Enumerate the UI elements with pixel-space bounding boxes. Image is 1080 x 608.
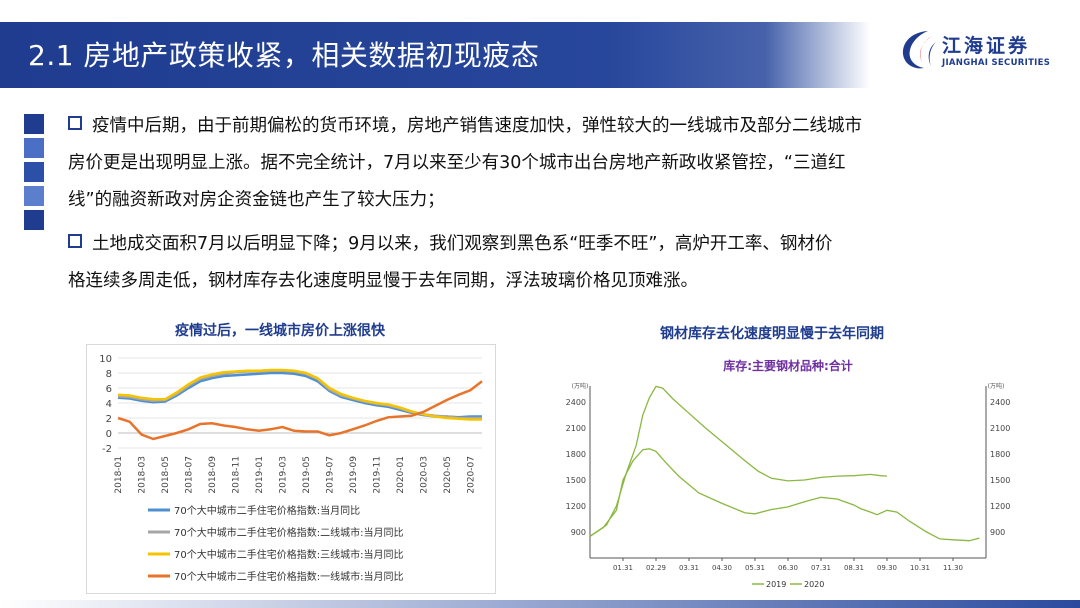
- chart-1-legend-label: 70个大中城市二手住宅价格指数:二线城市:当月同比: [174, 526, 403, 539]
- chart-1-xtick-label: 2018-01: [114, 456, 124, 494]
- chart-2-ytick-left: 2100: [566, 424, 586, 433]
- bullet-1-line-1: 疫情中后期，由于前期偏松的货币环境，房地产销售速度加快，弹性较大的一线城市及部分…: [92, 116, 862, 136]
- logo-name: 江海证券: [942, 35, 1031, 57]
- chart-2-ytick-right: 1500: [990, 476, 1010, 485]
- chart-2-xtick-label: 02.29: [646, 564, 666, 572]
- chart-1-xtick-label: 2019-11: [372, 456, 382, 494]
- chart-2-xtick-label: 01.31: [613, 564, 633, 572]
- chart-1-legend-label: 70个大中城市二手住宅价格指数:三线城市:当月同比: [174, 548, 403, 561]
- square-icon: [24, 210, 44, 230]
- chart-1-xtick-label: 2020-05: [443, 456, 453, 494]
- chart-1-xtick-label: 2018-07: [184, 456, 194, 494]
- chart-2-xtick-label: 06.30: [778, 564, 798, 572]
- chart-1-ytick-label: -2: [102, 444, 112, 455]
- chart-1-ytick-label: 0: [106, 429, 112, 440]
- bullet-1-line-2: 房价更是出现明显上涨。据不完全统计，7月以来至少有30个城市出台房地产新政收紧管…: [68, 153, 846, 173]
- chart-2-title: 钢材库存去化速度明显慢于去年同期: [660, 326, 884, 342]
- chart-2-xtick-label: 07.31: [811, 564, 831, 572]
- chart-2-xtick-label: 09.30: [877, 564, 897, 572]
- square-icon: [24, 186, 44, 206]
- chart-1-xtick-label: 2020-03: [419, 456, 429, 494]
- chart-1-xtick-label: 2019-05: [302, 456, 312, 494]
- chart-2-ytick-right: 2400: [990, 398, 1010, 407]
- chart-1-xtick-label: 2020-01: [396, 456, 406, 494]
- chart-2-ytick-right: 1800: [990, 450, 1010, 459]
- chart-1-xtick-label: 2019-07: [325, 456, 335, 494]
- chart-2-series-line: [589, 448, 980, 542]
- chart-1-xtick-label: 2018-09: [208, 456, 218, 494]
- bullet-square-icon: [68, 234, 82, 248]
- chart-2-xtick-label: 11.30: [943, 564, 963, 572]
- chart-1-xtick-label: 2020-07: [466, 456, 476, 494]
- chart-1-frame: [86, 344, 496, 594]
- chart-1-xtick-label: 2019-01: [255, 456, 265, 494]
- chart-2-xtick-label: 10.31: [910, 564, 930, 572]
- bullet-paragraph-2: 土地成交面积7月以后明显下降；9月以来，我们观察到黑色系“旺季不旺”，高炉开工率…: [68, 226, 1018, 300]
- chart-1-xtick-label: 2019-09: [349, 456, 359, 494]
- square-icon: [24, 114, 44, 134]
- square-icon: [24, 138, 44, 158]
- bullet-2-line-1: 土地成交面积7月以后明显下降；9月以来，我们观察到黑色系“旺季不旺”，高炉开工率…: [92, 234, 833, 254]
- title-bar: [0, 22, 870, 88]
- chart-2-subtitle: 库存:主要钢材品种:合计: [723, 358, 853, 373]
- chart-steel-inventory: 库存:主要钢材品种:合计 (万吨) (万吨) 900 900 1200 1200 1500 15…: [566, 358, 1011, 589]
- chart-1-ytick-label: 10: [99, 354, 112, 365]
- bullet-square-icon: [68, 116, 82, 130]
- chart-1-xtick-label: 2018-03: [137, 456, 147, 494]
- chart-2-ytick-left: 1200: [566, 502, 586, 511]
- chart-housing-price: -2 0 2 4 6 8 10 2018-01 2018-03 2018-05 2018-07 201…: [86, 344, 496, 594]
- chart-2-xtick-label: 08.31: [844, 564, 864, 572]
- chart-2-ytick-left: 900: [571, 528, 586, 537]
- chart-1-ytick-label: 6: [106, 384, 112, 395]
- chart-2-ytick-right: 2100: [990, 424, 1010, 433]
- chart-2-ytick-left: 2400: [566, 398, 586, 407]
- logo-subtitle: JIANGHAI SECURITIES: [942, 58, 1051, 68]
- chart-1-xtick-label: 2018-05: [161, 456, 171, 494]
- chart-1-ytick-label: 2: [106, 414, 112, 425]
- chart-1-series-line: [117, 380, 483, 441]
- bottom-bar: [0, 600, 1080, 608]
- chart-2-y-unit-right: (万吨): [988, 382, 1005, 390]
- chart-1-xtick-label: 2018-11: [231, 456, 241, 494]
- decorative-squares: [24, 114, 44, 234]
- bullet-paragraph-1: 疫情中后期，由于前期偏松的货币环境，房地产销售速度加快，弹性较大的一线城市及部分…: [68, 108, 1018, 219]
- chart-1-ytick-label: 4: [106, 399, 112, 410]
- chart-2-xtick-label: 05.31: [745, 564, 765, 572]
- chart-1-xtick-label: 2019-03: [278, 456, 288, 494]
- logo-mark-icon: [902, 31, 936, 69]
- chart-2-ytick-left: 1800: [566, 450, 586, 459]
- company-logo: 江海证券 JIANGHAI SECURITIES: [898, 28, 1058, 74]
- chart-2-legend-label: 2019: [766, 580, 786, 589]
- chart-2-xtick-label: 04.30: [712, 564, 732, 572]
- chart-2-ytick-right: 1200: [990, 502, 1010, 511]
- chart-2-legend-label: 2020: [804, 580, 824, 589]
- chart-2-y-unit-left: (万吨): [572, 382, 589, 390]
- chart-1-ytick-label: 8: [106, 369, 112, 380]
- chart-2-xtick-label: 03.31: [679, 564, 699, 572]
- chart-2-series-line: [589, 385, 888, 537]
- square-icon: [24, 162, 44, 182]
- bullet-2-line-2: 格连续多周走低，钢材库存去化速度明显慢于去年同期，浮法玻璃价格见顶难涨。: [68, 271, 698, 291]
- chart-1-legend-label: 70个大中城市二手住宅价格指数:一线城市:当月同比: [174, 570, 403, 583]
- chart-2-ytick-right: 900: [990, 528, 1005, 537]
- chart-1-title: 疫情过后，一线城市房价上涨很快: [175, 323, 385, 339]
- chart-1-legend-label: 70个大中城市二手住宅价格指数:当月同比: [174, 504, 360, 517]
- bullet-1-line-3: 线”的融资新政对房企资金链也产生了较大压力；: [68, 190, 445, 210]
- page-title: 2.1 房地产政策收紧，相关数据初现疲态: [28, 39, 540, 72]
- chart-2-ytick-left: 1500: [566, 476, 586, 485]
